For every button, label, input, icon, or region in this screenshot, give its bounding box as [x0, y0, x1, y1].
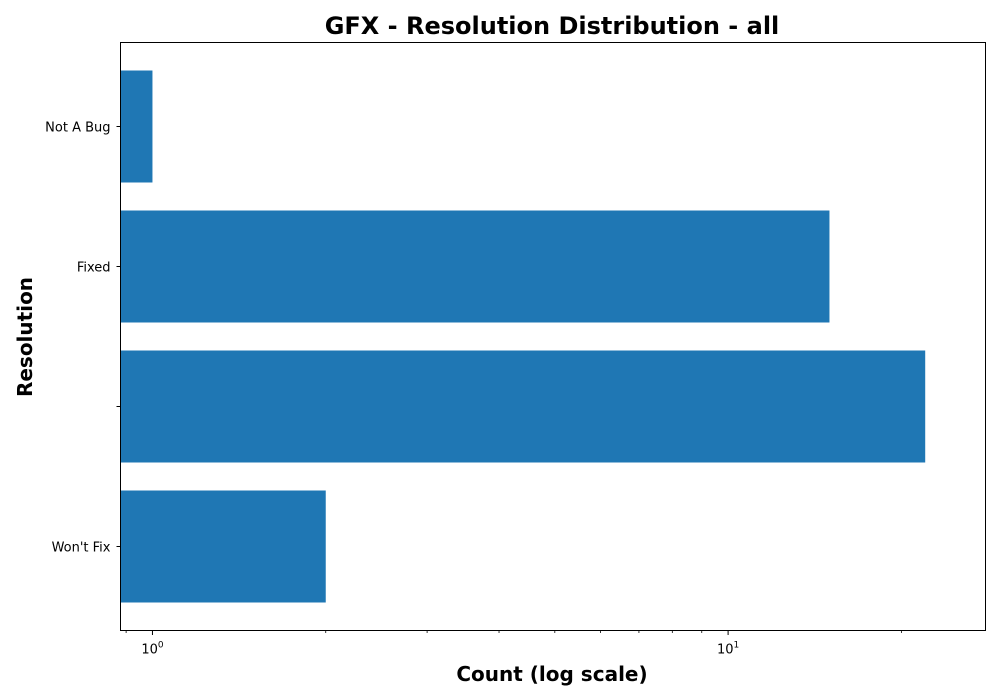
bar — [120, 350, 926, 463]
x-axis-label: Count (log scale) — [456, 662, 647, 686]
y-axis-label: Resolution — [13, 277, 37, 397]
plot-frame — [120, 42, 986, 631]
y-tick-label: Fixed — [77, 261, 111, 276]
x-tick-label: 101 — [717, 641, 739, 658]
chart-title: GFX - Resolution Distribution - all — [325, 12, 780, 40]
bars-group — [120, 70, 926, 603]
bar — [120, 70, 153, 183]
y-ticks-group: Not A Bug Fixed Won't Fix — [45, 121, 121, 556]
y-tick-label: Won't Fix — [52, 541, 111, 556]
bar — [120, 490, 326, 603]
bar — [120, 210, 830, 323]
y-tick-label: Not A Bug — [45, 121, 110, 136]
x-ticks-group: 100 101 — [125, 630, 902, 658]
x-tick-label: 100 — [141, 641, 164, 658]
